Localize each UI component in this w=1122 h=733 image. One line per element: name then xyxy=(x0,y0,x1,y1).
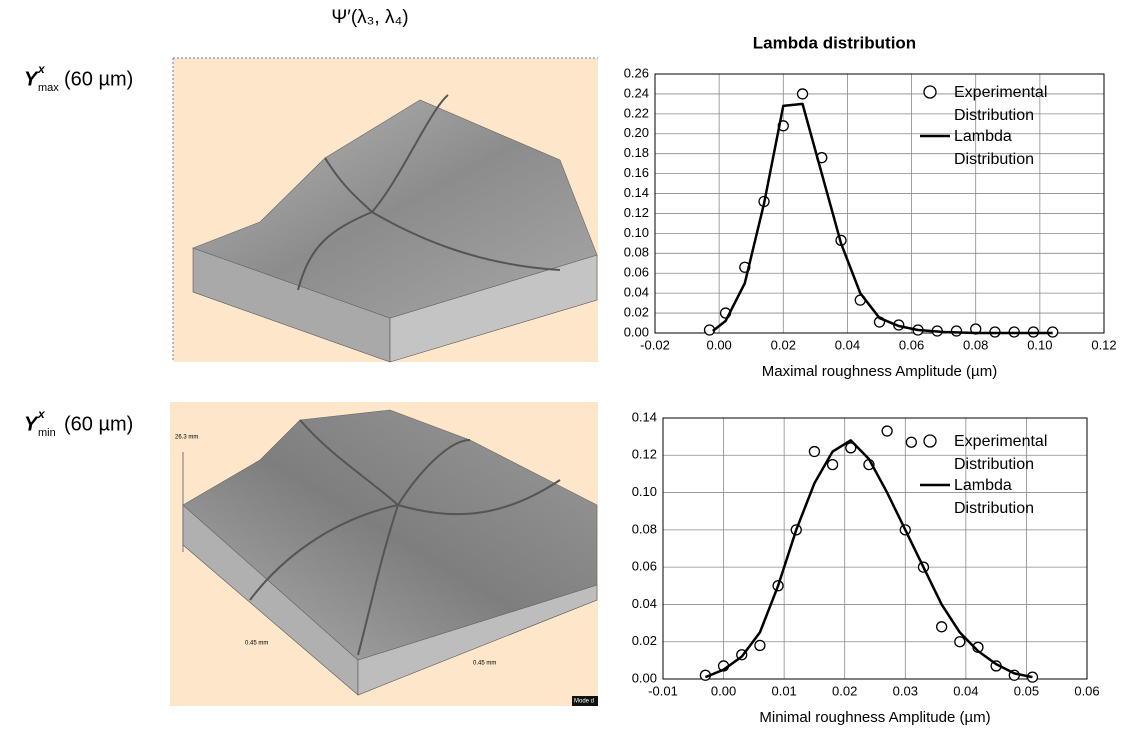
x-axis-label: Minimal roughness Amplitude (µm) xyxy=(759,709,990,726)
legend-entry: Lambda Distribution xyxy=(954,477,1035,517)
y-tick-label: 0.00 xyxy=(632,670,657,685)
legend-label: Lambda Distribution xyxy=(954,477,1035,517)
y-tick-label: 0.08 xyxy=(632,521,657,536)
x-tick-label: 0.03 xyxy=(893,683,918,698)
legend-entry: Experimental Distribution xyxy=(954,433,1048,473)
legend-label: Lambda Distribution xyxy=(954,128,1035,168)
corner-badge xyxy=(572,696,598,706)
x-tick-label: 0.05 xyxy=(1014,683,1039,698)
surface-label: 0.45 mm xyxy=(245,641,268,647)
y-tick-label: 0.10 xyxy=(624,225,649,240)
ridge xyxy=(297,94,561,291)
y-tick-label: 0.20 xyxy=(624,125,649,140)
row-label-base: Y xyxy=(24,413,39,435)
data-point xyxy=(754,639,766,652)
x-tick-label: 0.06 xyxy=(1074,683,1099,698)
x-tick-label: 0.04 xyxy=(835,337,860,352)
y-tick-label: 0.08 xyxy=(624,245,649,260)
data-point xyxy=(905,436,917,448)
x-tick-label: -0.01 xyxy=(648,683,678,698)
data-point xyxy=(826,458,839,471)
y-tick-label: 0.24 xyxy=(624,85,649,100)
row-label-argument: (60 µm) xyxy=(64,68,133,90)
row-label-sup: x xyxy=(37,407,46,421)
row-label-base: Y xyxy=(24,68,39,90)
legend-label: Experimental Distribution xyxy=(954,84,1048,124)
x-tick-label: 0.12 xyxy=(1091,337,1116,352)
x-tick-label: 0.08 xyxy=(963,337,988,352)
ridge xyxy=(249,419,561,656)
surface-top xyxy=(192,99,598,319)
y-tick-label: 0.14 xyxy=(624,185,649,200)
legend-label: Experimental Distribution xyxy=(954,433,1048,473)
plot-frame xyxy=(654,73,1105,334)
surface-label: Mode d xyxy=(574,699,594,705)
data-point xyxy=(845,442,857,454)
x-tick-label: 0.06 xyxy=(899,337,924,352)
y-tick-label: 0.16 xyxy=(624,165,649,180)
surface-label: 0.45 mm xyxy=(473,661,496,667)
data-point xyxy=(881,425,893,437)
x-tick-label: 0.02 xyxy=(771,337,796,352)
y-tick-label: 0.02 xyxy=(632,633,657,648)
data-point xyxy=(950,325,963,337)
legend-entry: Lambda Distribution xyxy=(954,128,1035,168)
data-point xyxy=(954,636,966,648)
y-tick-label: 0.12 xyxy=(624,205,649,220)
y-tick-label: 0.02 xyxy=(624,305,649,320)
y-tick-label: 0.00 xyxy=(624,324,649,339)
y-tick-label: 0.04 xyxy=(632,596,657,611)
x-axis-label: Maximal roughness Amplitude (µm) xyxy=(762,363,997,380)
y-tick-label: 0.10 xyxy=(632,484,657,499)
y-tick-label: 0.14 xyxy=(632,409,657,424)
legend-marker xyxy=(923,85,937,99)
data-point xyxy=(796,88,809,100)
x-tick-label: 0.04 xyxy=(953,683,978,698)
surface-plot xyxy=(172,57,598,363)
row-label-sup: x xyxy=(37,62,46,76)
surface-label: 26.3 mm xyxy=(175,435,198,441)
data-line xyxy=(711,102,1053,335)
x-tick-label: 0.00 xyxy=(706,337,731,352)
y-tick-label: 0.22 xyxy=(624,105,649,120)
row-label-sub: max xyxy=(38,82,59,94)
x-tick-label: 0.01 xyxy=(771,683,796,698)
y-tick-label: 0.26 xyxy=(624,65,649,80)
plot-frame xyxy=(662,417,1088,680)
row-label: Y x min (60 µm) xyxy=(24,407,133,439)
y-tick-label: 0.06 xyxy=(624,265,649,280)
legend-entry: Experimental Distribution xyxy=(954,84,1048,124)
row-label-argument: (60 µm) xyxy=(64,413,133,435)
x-tick-label: 0.00 xyxy=(711,683,736,698)
y-tick-label: 0.06 xyxy=(632,559,657,574)
data-line xyxy=(704,439,1033,679)
data-point xyxy=(808,445,821,458)
row-label: Y x max (60 µm) xyxy=(24,62,133,94)
data-point xyxy=(935,621,948,633)
chart-title: Lambda distribution xyxy=(753,33,916,52)
surface-plot: 26.3 mm 0.45 mm 0.45 mm Mode d xyxy=(170,402,598,706)
column-header: Ψ′(λ₃, λ₄) xyxy=(331,7,408,28)
x-tick-label: 0.10 xyxy=(1027,337,1052,352)
y-tick-label: 0.04 xyxy=(624,285,649,300)
y-tick-label: 0.18 xyxy=(624,145,649,160)
x-tick-label: -0.02 xyxy=(640,337,670,352)
x-tick-label: 0.02 xyxy=(832,683,857,698)
y-tick-label: 0.12 xyxy=(632,447,657,462)
legend-marker xyxy=(923,434,937,448)
row-label-sub: min xyxy=(38,427,56,439)
